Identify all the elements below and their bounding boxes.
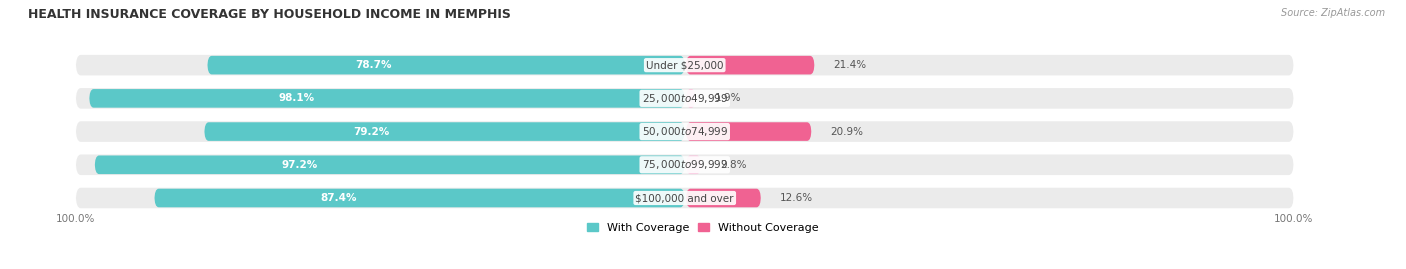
FancyBboxPatch shape: [204, 122, 685, 141]
FancyBboxPatch shape: [686, 89, 696, 108]
Text: HEALTH INSURANCE COVERAGE BY HOUSEHOLD INCOME IN MEMPHIS: HEALTH INSURANCE COVERAGE BY HOUSEHOLD I…: [28, 8, 510, 21]
Legend: With Coverage, Without Coverage: With Coverage, Without Coverage: [582, 218, 824, 237]
Text: 21.4%: 21.4%: [834, 60, 866, 70]
FancyBboxPatch shape: [686, 155, 702, 174]
Text: 100.0%: 100.0%: [1274, 214, 1313, 224]
FancyBboxPatch shape: [89, 89, 685, 108]
FancyBboxPatch shape: [686, 189, 761, 207]
FancyBboxPatch shape: [208, 56, 685, 75]
FancyBboxPatch shape: [76, 88, 1294, 109]
Text: 78.7%: 78.7%: [356, 60, 391, 70]
Text: 79.2%: 79.2%: [353, 127, 389, 137]
Text: 87.4%: 87.4%: [321, 193, 357, 203]
Text: 2.8%: 2.8%: [720, 160, 747, 170]
Text: Source: ZipAtlas.com: Source: ZipAtlas.com: [1281, 8, 1385, 18]
FancyBboxPatch shape: [76, 121, 1294, 142]
Text: Under $25,000: Under $25,000: [645, 60, 724, 70]
Text: 100.0%: 100.0%: [56, 214, 96, 224]
Text: 1.9%: 1.9%: [714, 93, 741, 103]
Text: 97.2%: 97.2%: [283, 160, 318, 170]
FancyBboxPatch shape: [686, 122, 811, 141]
FancyBboxPatch shape: [155, 189, 685, 207]
Text: $50,000 to $74,999: $50,000 to $74,999: [641, 125, 728, 138]
FancyBboxPatch shape: [76, 154, 1294, 175]
Text: $25,000 to $49,999: $25,000 to $49,999: [641, 92, 728, 105]
Text: 20.9%: 20.9%: [831, 127, 863, 137]
Text: 98.1%: 98.1%: [278, 93, 315, 103]
FancyBboxPatch shape: [76, 188, 1294, 208]
Text: 12.6%: 12.6%: [780, 193, 813, 203]
FancyBboxPatch shape: [686, 56, 814, 75]
Text: $100,000 and over: $100,000 and over: [636, 193, 734, 203]
FancyBboxPatch shape: [94, 155, 685, 174]
FancyBboxPatch shape: [76, 55, 1294, 75]
Text: $75,000 to $99,999: $75,000 to $99,999: [641, 158, 728, 171]
